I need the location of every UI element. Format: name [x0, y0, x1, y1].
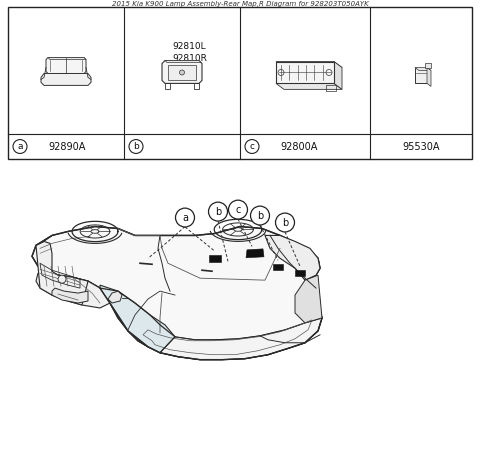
Text: b: b — [215, 207, 221, 217]
Circle shape — [58, 275, 66, 283]
Polygon shape — [415, 67, 427, 84]
Polygon shape — [295, 275, 322, 323]
Text: a: a — [182, 213, 188, 223]
FancyBboxPatch shape — [8, 7, 472, 159]
Polygon shape — [46, 58, 86, 73]
Polygon shape — [128, 318, 322, 359]
Polygon shape — [162, 61, 202, 84]
Polygon shape — [276, 61, 342, 67]
Text: 92810L
92810R: 92810L 92810R — [173, 42, 207, 63]
Polygon shape — [209, 255, 221, 262]
Text: 92890A: 92890A — [48, 141, 85, 152]
Polygon shape — [110, 295, 158, 351]
Text: b: b — [257, 211, 263, 220]
Text: 95530A: 95530A — [402, 141, 440, 152]
Polygon shape — [168, 65, 196, 80]
Text: c: c — [235, 205, 240, 215]
Polygon shape — [48, 58, 86, 60]
Circle shape — [228, 200, 248, 219]
Polygon shape — [246, 249, 264, 258]
Circle shape — [245, 140, 259, 153]
Circle shape — [276, 213, 295, 232]
Circle shape — [13, 140, 27, 153]
Circle shape — [176, 208, 194, 227]
Polygon shape — [276, 84, 342, 89]
Polygon shape — [108, 291, 122, 303]
Polygon shape — [41, 73, 91, 85]
Text: 2015 Kia K900 Lamp Assembly-Rear Map,R Diagram for 928203T050AYK: 2015 Kia K900 Lamp Assembly-Rear Map,R D… — [112, 1, 368, 7]
Polygon shape — [273, 264, 283, 270]
Polygon shape — [276, 61, 334, 84]
Circle shape — [180, 70, 184, 75]
Polygon shape — [32, 226, 322, 359]
Text: b: b — [282, 218, 288, 227]
Polygon shape — [265, 236, 320, 280]
Polygon shape — [165, 61, 201, 62]
Polygon shape — [415, 67, 431, 71]
Polygon shape — [52, 288, 88, 303]
Text: a: a — [17, 142, 23, 151]
Polygon shape — [36, 242, 88, 305]
Polygon shape — [100, 285, 175, 353]
Polygon shape — [36, 271, 110, 308]
Circle shape — [129, 140, 143, 153]
Polygon shape — [295, 270, 305, 276]
Text: 92800A: 92800A — [280, 141, 317, 152]
Text: b: b — [133, 142, 139, 151]
Text: c: c — [250, 142, 254, 151]
Polygon shape — [427, 67, 431, 86]
Polygon shape — [425, 62, 431, 67]
Circle shape — [208, 202, 228, 221]
Circle shape — [251, 206, 269, 225]
Polygon shape — [334, 61, 342, 89]
